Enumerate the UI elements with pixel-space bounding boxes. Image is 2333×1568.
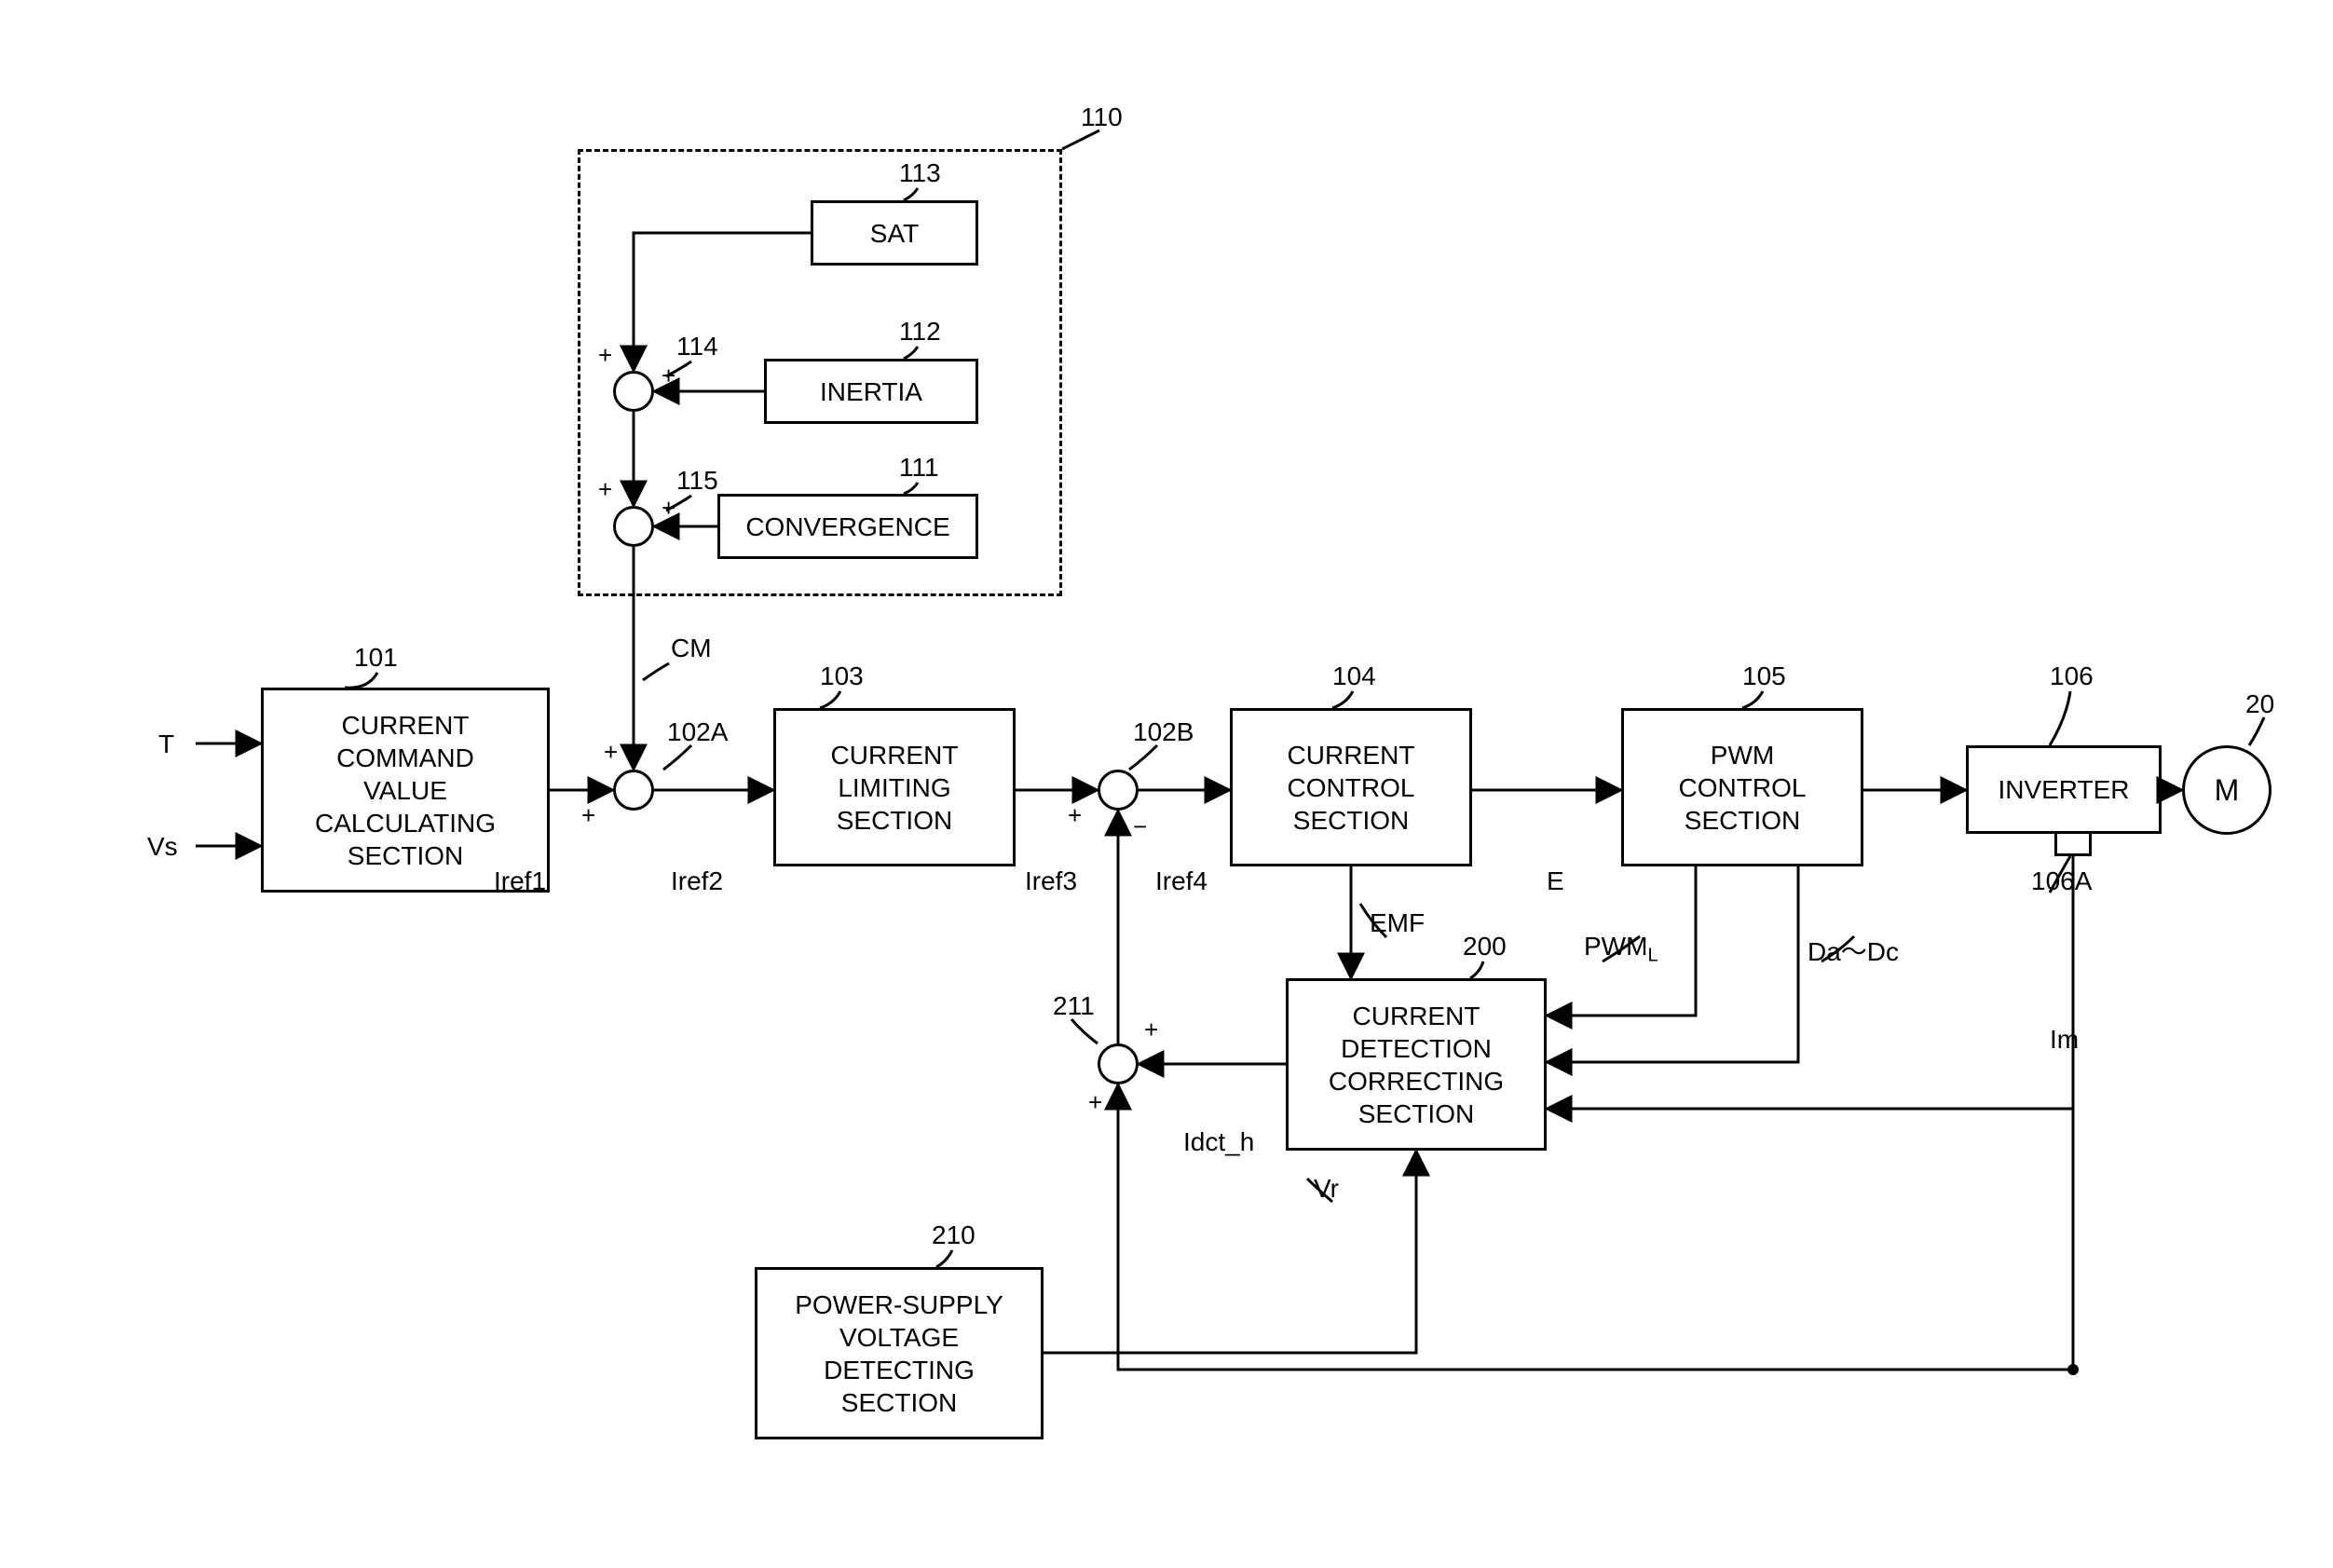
sig-Iref2: Iref2 [671, 866, 723, 896]
ref-211: 211 [1053, 991, 1095, 1021]
block-101-label: CURRENTCOMMANDVALUECALCULATINGSECTION [315, 709, 496, 872]
sign-102B-bot: − [1133, 812, 1147, 841]
sig-Im: Im [2050, 1025, 2079, 1055]
ref-102B: 102B [1133, 717, 1194, 747]
block-106-label: INVERTER [1998, 773, 2129, 806]
sig-EMF: EMF [1370, 908, 1425, 938]
sum-114 [613, 371, 654, 412]
ref-106A: 106A [2031, 866, 2092, 896]
sig-E: E [1547, 866, 1564, 896]
sign-102A-top: + [604, 738, 618, 767]
ref-103: 103 [820, 661, 864, 691]
sign-115-right: + [662, 494, 675, 523]
ref-114: 114 [676, 332, 718, 361]
ref-102A: 102A [667, 717, 728, 747]
sig-Vr: Vr [1314, 1174, 1339, 1204]
sign-211-bot: + [1088, 1088, 1102, 1117]
sign-102B-left: + [1068, 801, 1082, 830]
sig-PWML-base: PWM [1584, 932, 1647, 961]
ref-111: 111 [899, 453, 939, 483]
block-101: CURRENTCOMMANDVALUECALCULATINGSECTION [261, 688, 550, 893]
sign-114-top: + [598, 341, 612, 370]
block-105-label: PWMCONTROLSECTION [1679, 739, 1807, 837]
block-112: INERTIA [764, 359, 978, 424]
block-105: PWMCONTROLSECTION [1621, 708, 1863, 866]
sign-102A-left: + [581, 801, 595, 830]
block-103: CURRENTLIMITINGSECTION [773, 708, 1016, 866]
sum-102A [613, 770, 654, 811]
block-106: INVERTER [1966, 745, 2162, 834]
ref-101: 101 [354, 643, 398, 673]
sig-PWML: PWML [1584, 932, 1658, 967]
ref-110: 110 [1081, 102, 1123, 132]
block-111-label: CONVERGENCE [745, 511, 949, 543]
ref-106: 106 [2050, 661, 2094, 691]
block-113-label: SAT [870, 217, 919, 250]
ref-200: 200 [1463, 932, 1507, 961]
sig-Idct: Idct_h [1183, 1127, 1254, 1157]
block-104: CURRENTCONTROLSECTION [1230, 708, 1472, 866]
sum-211 [1098, 1043, 1139, 1084]
sum-115 [613, 506, 654, 547]
shunt-106A [2054, 834, 2092, 856]
input-T: T [158, 729, 174, 759]
ref-210: 210 [932, 1220, 975, 1250]
sig-DaDc: Da～Dc [1808, 932, 1899, 969]
block-103-label: CURRENTLIMITINGSECTION [831, 739, 959, 837]
block-210-label: POWER-SUPPLYVOLTAGEDETECTINGSECTION [795, 1288, 1003, 1419]
sign-115-top: + [598, 475, 612, 504]
ref-20: 20 [2245, 689, 2274, 719]
sig-Iref3: Iref3 [1025, 866, 1077, 896]
ref-112: 112 [899, 317, 941, 347]
sum-102B [1098, 770, 1139, 811]
ref-105: 105 [1742, 661, 1786, 691]
motor-label: M [2215, 773, 2240, 808]
sign-211-right: + [1144, 1016, 1158, 1044]
ref-115: 115 [676, 466, 718, 496]
sig-Iref4: Iref4 [1155, 866, 1207, 896]
block-104-label: CURRENTCONTROLSECTION [1288, 739, 1415, 837]
ref-104: 104 [1332, 661, 1376, 691]
block-111: CONVERGENCE [717, 494, 978, 559]
block-200-label: CURRENTDETECTIONCORRECTINGSECTION [1329, 1000, 1504, 1130]
sign-114-right: + [662, 361, 675, 390]
block-112-label: INERTIA [820, 375, 922, 408]
motor-node: M [2182, 745, 2272, 835]
input-Vs: Vs [147, 832, 178, 862]
sig-PWML-sub: L [1647, 946, 1658, 966]
block-113: SAT [811, 200, 978, 266]
block-200: CURRENTDETECTIONCORRECTINGSECTION [1286, 978, 1547, 1151]
ref-113: 113 [899, 158, 941, 188]
sig-Iref1: Iref1 [494, 866, 546, 896]
block-210: POWER-SUPPLYVOLTAGEDETECTINGSECTION [755, 1267, 1044, 1439]
sig-CM: CM [671, 634, 712, 663]
